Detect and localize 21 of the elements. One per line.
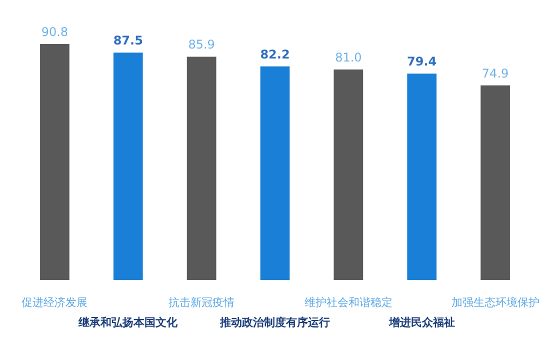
data-label: 81.0 — [335, 50, 362, 64]
x-tick-label: 推动政治制度有序运行 — [219, 316, 330, 329]
bar — [407, 74, 437, 280]
data-label: 82.2 — [260, 47, 290, 62]
bar — [334, 69, 364, 280]
bar — [186, 56, 216, 280]
data-label: 85.9 — [188, 38, 215, 52]
bar — [40, 44, 70, 280]
x-tick-label: 加强生态环境保护 — [451, 296, 540, 309]
bar — [113, 52, 143, 280]
data-label: 90.8 — [41, 25, 68, 39]
x-tick-label: 抗击新冠疫情 — [168, 296, 235, 309]
bar — [480, 85, 510, 280]
x-tick-label: 促进经济发展 — [22, 296, 88, 309]
data-label: 87.5 — [113, 34, 143, 48]
data-label: 74.9 — [482, 66, 509, 80]
x-tick-label: 维护社会和谐稳定 — [304, 296, 392, 309]
data-label: 79.4 — [407, 54, 437, 69]
x-tick-label: 继承和弘扬本国文化 — [78, 316, 179, 329]
bar — [260, 66, 290, 280]
x-tick-label: 增进民众福祉 — [388, 316, 455, 329]
